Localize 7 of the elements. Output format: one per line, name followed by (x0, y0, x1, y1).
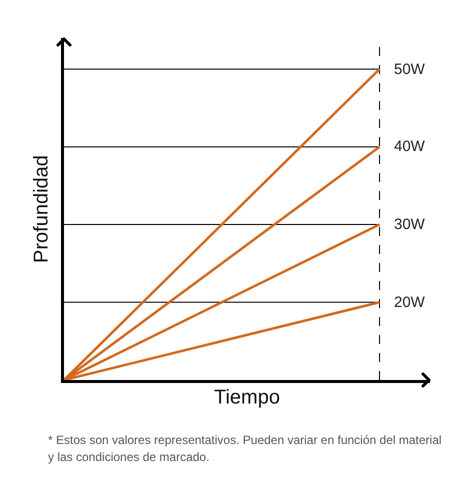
y-axis-title: Profundidad (30, 155, 52, 263)
series-label: 20W (394, 294, 426, 311)
series-label: 30W (394, 216, 426, 233)
x-axis-title: Tiempo (214, 386, 280, 408)
series-label: 50W (394, 61, 426, 78)
text: * Estos son valores representativos. Pueden variar en función del material y las condiciones de marcado. (48, 432, 443, 466)
series-label: 40W (394, 138, 426, 155)
